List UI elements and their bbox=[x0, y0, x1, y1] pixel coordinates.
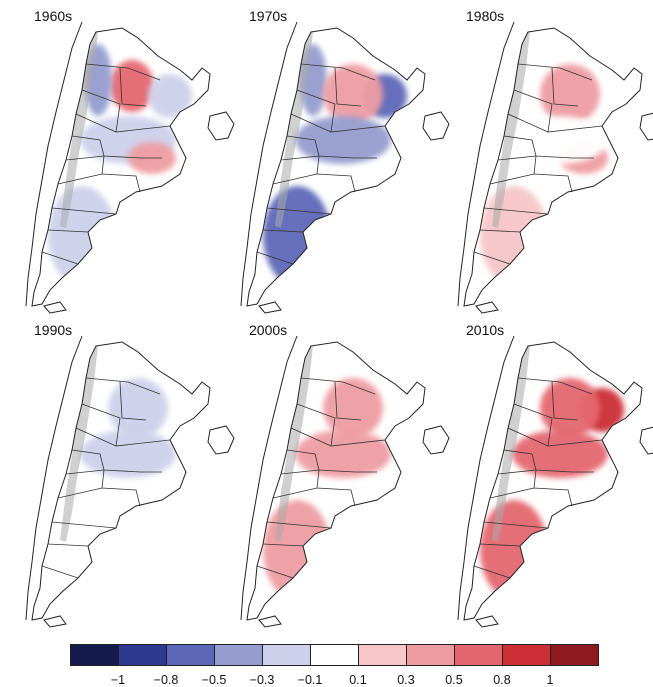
country-outline bbox=[463, 27, 643, 307]
andes-relief bbox=[275, 342, 313, 542]
neighbor-outline bbox=[639, 426, 653, 455]
anomaly-patagonia bbox=[480, 186, 548, 286]
colorbar-swatch bbox=[454, 644, 503, 666]
argentina-map bbox=[240, 21, 450, 314]
coastline bbox=[240, 21, 298, 307]
neighbor-outline bbox=[207, 425, 235, 455]
colorbar-swatch bbox=[70, 644, 119, 666]
map-panel-1970s: 1970s bbox=[235, 8, 450, 314]
anomaly-northwest-center bbox=[110, 60, 154, 112]
colorbar-tick-label: 1 bbox=[546, 673, 554, 687]
anomaly-patagonia bbox=[263, 186, 331, 286]
argentina-map bbox=[240, 335, 450, 628]
colorbar-swatch bbox=[214, 644, 263, 666]
map-panel-2000s: 2000s bbox=[235, 322, 450, 628]
neighbor-outline bbox=[639, 112, 653, 141]
tierra-del-fuego bbox=[258, 301, 282, 314]
anomaly-patagonia bbox=[480, 500, 548, 600]
colorbar-swatch bbox=[502, 644, 551, 666]
coastline bbox=[25, 21, 83, 307]
map-panel-1980s: 1980s bbox=[452, 8, 653, 314]
anomaly-northeast bbox=[148, 74, 192, 118]
colorbar-tick-label: −1 bbox=[110, 673, 126, 687]
province-borders bbox=[41, 63, 171, 265]
argentina-map bbox=[457, 21, 653, 314]
colorbar-tick-label: −0.8 bbox=[153, 673, 179, 687]
anomaly-north-center bbox=[108, 378, 168, 438]
colorbar-swatch bbox=[166, 644, 215, 666]
anomaly-north-center bbox=[323, 378, 383, 438]
decade-label: 1990s bbox=[34, 322, 73, 338]
colorbar-tick-label: 0.3 bbox=[397, 673, 415, 687]
anomaly-north-center bbox=[540, 64, 600, 124]
country-outline bbox=[246, 341, 426, 621]
anomaly-north-center bbox=[323, 64, 383, 124]
colorbar-swatch bbox=[358, 644, 407, 666]
country-outline bbox=[463, 341, 643, 621]
decade-label: 2010s bbox=[466, 322, 505, 338]
province-borders bbox=[473, 63, 603, 265]
country-outline bbox=[31, 341, 211, 621]
argentina-map bbox=[25, 21, 235, 314]
province-borders bbox=[473, 377, 603, 579]
colorbar-swatch bbox=[550, 644, 599, 666]
colorbar-swatch bbox=[310, 644, 359, 666]
decade-label: 1980s bbox=[466, 8, 505, 24]
colorbar-tick-label: 0.5 bbox=[445, 673, 463, 687]
colorbar: −1 −0.8 −0.5 −0.3 −0.1 0.1 0.3 0.5 0.8 1 bbox=[70, 644, 599, 687]
province-borders bbox=[41, 377, 171, 579]
tierra-del-fuego bbox=[258, 615, 282, 628]
andes-relief bbox=[60, 342, 98, 542]
anomaly-patagonia bbox=[263, 500, 331, 600]
andes-relief bbox=[492, 28, 530, 228]
andes-relief bbox=[60, 28, 98, 228]
colorbar-tick-label: −0.5 bbox=[201, 673, 227, 687]
map-panel-1960s: 1960s bbox=[20, 8, 235, 314]
coastline bbox=[457, 335, 515, 621]
coastline bbox=[25, 335, 83, 621]
colorbar-tick-label: 0.1 bbox=[349, 673, 367, 687]
anomaly-north-center bbox=[540, 378, 600, 438]
decade-label: 2000s bbox=[249, 322, 288, 338]
colorbar-swatch bbox=[406, 644, 455, 666]
tierra-del-fuego bbox=[475, 301, 499, 314]
neighbor-outline bbox=[422, 111, 450, 141]
andes-relief bbox=[492, 342, 530, 542]
neighbor-outline bbox=[207, 111, 235, 141]
tierra-del-fuego bbox=[43, 615, 67, 628]
colorbar-tick-label: −0.1 bbox=[297, 673, 323, 687]
colorbar-swatch bbox=[262, 644, 311, 666]
tierra-del-fuego bbox=[475, 615, 499, 628]
coastline bbox=[457, 21, 515, 307]
colorbar-tick-label: 0.8 bbox=[493, 673, 511, 687]
map-panel-2010s: 2010s bbox=[452, 322, 653, 628]
province-borders bbox=[256, 377, 386, 579]
anomaly-patagonia bbox=[48, 186, 116, 286]
anomaly-patagonia bbox=[48, 500, 116, 600]
argentina-map bbox=[25, 335, 235, 628]
decade-label: 1960s bbox=[34, 8, 73, 24]
andes-relief bbox=[275, 28, 313, 228]
tierra-del-fuego bbox=[43, 301, 67, 314]
province-borders bbox=[256, 63, 386, 265]
colorbar-swatch bbox=[118, 644, 167, 666]
coastline bbox=[240, 335, 298, 621]
colorbar-tick-label: −0.3 bbox=[249, 673, 275, 687]
country-outline bbox=[246, 27, 426, 307]
map-panel-1990s: 1990s bbox=[20, 322, 235, 628]
argentina-map bbox=[457, 335, 653, 628]
country-outline bbox=[31, 27, 211, 307]
decade-label: 1970s bbox=[249, 8, 288, 24]
neighbor-outline bbox=[422, 425, 450, 455]
